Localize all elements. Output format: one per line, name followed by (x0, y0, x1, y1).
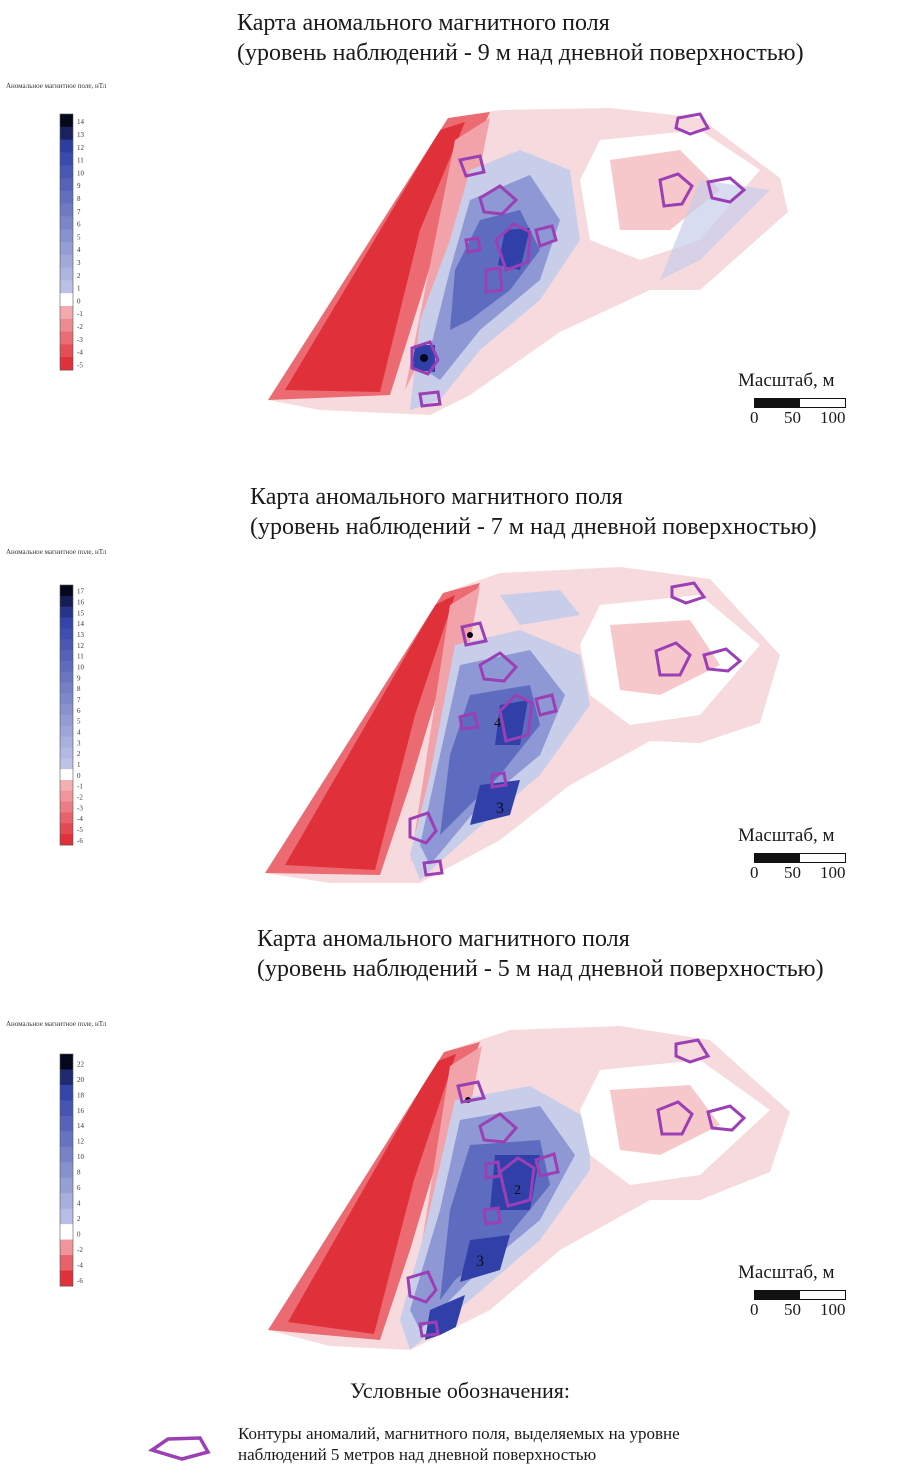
scalebar-3-tick-0: 0 (750, 1300, 759, 1320)
scalebar-3-label: Масштаб, м (738, 1262, 835, 1284)
legend-item-line1: Контуры аномалий, магнитного поля, выдел… (238, 1423, 680, 1444)
scalebar-1-tick-0: 0 (750, 408, 759, 428)
scalebar-1-bar (754, 398, 846, 408)
scalebar-3-tick-100: 100 (820, 1300, 846, 1320)
legend-heading: Условные обозначения: (350, 1378, 570, 1404)
map-panel-1: Карта аномального магнитного поля (урове… (0, 0, 912, 455)
map3-label-2: 2 (514, 1183, 521, 1198)
scalebar-3-tick-50: 50 (784, 1300, 801, 1320)
scalebar-2-bar (754, 853, 846, 863)
scalebar-1-tick-50: 50 (784, 408, 801, 428)
scalebar-3-bar (754, 1290, 846, 1300)
scalebar-2-label: Масштаб, м (738, 825, 835, 847)
scalebar-2-tick-0: 0 (750, 863, 759, 883)
scalebar-2-tick-50: 50 (784, 863, 801, 883)
scalebar-1-tick-100: 100 (820, 408, 846, 428)
scalebar-2-tick-100: 100 (820, 863, 846, 883)
magnetic-map-3: 2 3 (0, 910, 912, 1378)
map-legend: Условные обозначения: Контуры аномалий, … (0, 1378, 912, 1472)
map2-label-3: 3 (496, 800, 504, 817)
scalebar-1-label: Масштаб, м (738, 370, 835, 392)
map2-label-4: 4 (494, 716, 501, 731)
map-panel-2: Карта аномального магнитного поля (урове… (0, 455, 912, 910)
legend-item-text: Контуры аномалий, магнитного поля, выдел… (238, 1423, 680, 1465)
map-panel-3: Карта аномального магнитного поля (урове… (0, 910, 912, 1378)
legend-item-line2: наблюдений 5 метров над дневной поверхно… (238, 1444, 680, 1465)
map3-label-3: 3 (476, 1253, 484, 1270)
purple-pentagon-outline-icon (142, 1434, 214, 1462)
